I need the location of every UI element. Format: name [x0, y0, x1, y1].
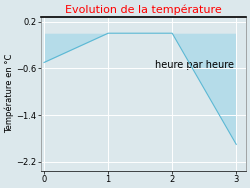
- Title: Evolution de la température: Evolution de la température: [65, 4, 222, 15]
- X-axis label: heure par heure: heure par heure: [155, 60, 234, 70]
- Y-axis label: Température en °C: Température en °C: [4, 54, 14, 133]
